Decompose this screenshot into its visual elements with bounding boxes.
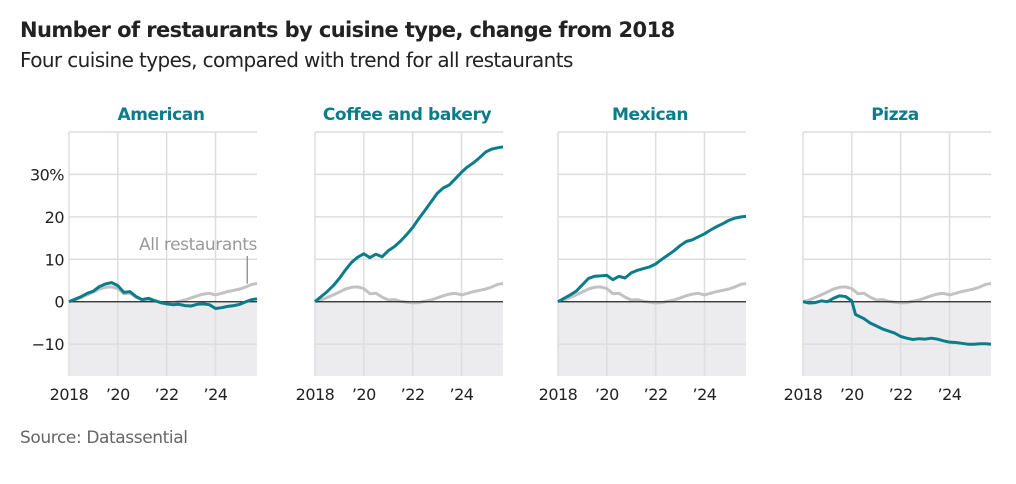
panel-title: Mexican: [612, 105, 688, 125]
x-tick-label: ’22: [889, 385, 913, 404]
panel-title: American: [117, 105, 204, 125]
all-restaurants-line: [314, 282, 504, 305]
source-note: Source: Datassential: [20, 428, 188, 448]
x-tick-label: ’20: [106, 385, 130, 404]
panel-title: Coffee and bakery: [323, 105, 492, 125]
cuisine-line: [68, 281, 258, 310]
x-tick-label: 2018: [50, 385, 89, 404]
panel-coffee-and-bakery: 2018 ’20 ’22 ’24 Coffee and bakery: [296, 105, 504, 404]
x-tick-label: ’24: [938, 385, 962, 404]
y-tick-label: 0: [54, 293, 64, 312]
x-tick-label: 2018: [784, 385, 823, 404]
y-tick-label: 20: [45, 208, 65, 227]
negative-region: [803, 301, 991, 376]
panel-pizza: 2018 ’20 ’22 ’24 Pizza: [784, 105, 992, 404]
panel-american: 2018 ’20 ’22 ’24 American 30% 20 10 0 −10 All rest…: [30, 105, 258, 404]
panel-title: Pizza: [871, 105, 919, 125]
cuisine-line: [802, 294, 992, 346]
x-tick-label: 2018: [296, 385, 335, 404]
x-tick-label: ’24: [693, 385, 717, 404]
x-tick-label: ’22: [644, 385, 668, 404]
panel-mexican: 2018 ’20 ’22 ’24 Mexican: [539, 105, 747, 404]
annotation-label: All restaurants: [139, 235, 258, 255]
x-tick-label: ’22: [401, 385, 425, 404]
chart-title: Number of restaurants by cuisine type, c…: [20, 18, 675, 42]
y-tick-label: −10: [32, 335, 65, 354]
negative-region: [558, 301, 746, 376]
y-tick-label: 10: [45, 250, 65, 269]
all-restaurants-line: [802, 282, 992, 305]
x-tick-label: ’24: [450, 385, 474, 404]
y-tick-label: 30%: [30, 165, 64, 184]
x-tick-label: ’20: [840, 385, 864, 404]
negative-region: [315, 301, 503, 376]
all-restaurants-line: [557, 282, 747, 305]
cuisine-line: [314, 145, 504, 303]
x-tick-label: ’22: [155, 385, 179, 404]
x-tick-label: ’20: [595, 385, 619, 404]
x-tick-label: ’20: [352, 385, 376, 404]
chart-subtitle: Four cuisine types, compared with trend …: [20, 48, 573, 72]
cuisine-line: [557, 214, 747, 304]
x-tick-label: ’24: [204, 385, 228, 404]
x-tick-label: 2018: [539, 385, 578, 404]
negative-region: [69, 301, 257, 376]
